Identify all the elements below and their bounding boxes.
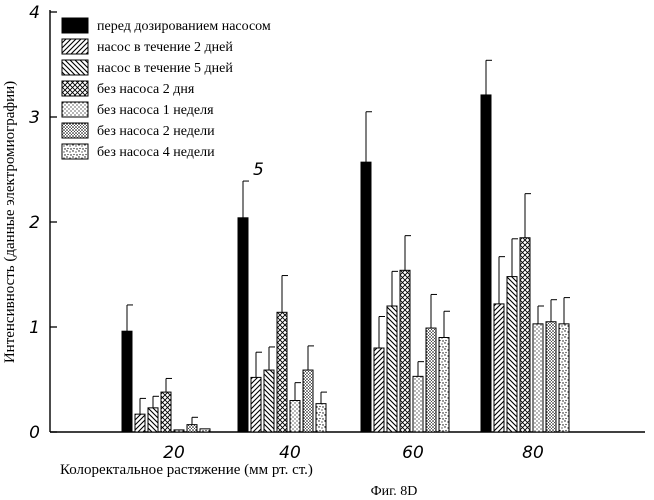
bar [558, 323, 570, 433]
bar [412, 375, 424, 433]
bar [315, 403, 327, 433]
bar [237, 217, 249, 433]
legend-label: без насоса 4 недели [97, 145, 215, 160]
x-axis-title: Колоректальное растяжение (мм рт. ст.) [60, 462, 313, 478]
legend-swatch [61, 38, 89, 55]
bar [186, 424, 198, 433]
bar [386, 305, 398, 433]
bar [425, 327, 437, 433]
bar [199, 428, 211, 433]
bar [147, 407, 159, 433]
annotation-label: 5 [253, 160, 264, 180]
bar [302, 369, 314, 433]
y-tick-label: 0 [29, 423, 40, 443]
bar [134, 413, 146, 433]
bar-series [121, 59, 570, 433]
bar [276, 311, 288, 433]
bar [373, 347, 385, 433]
y-tick-label: 3 [29, 108, 40, 128]
x-ticks: 20 40 60 80 [163, 443, 544, 463]
y-tick-label: 2 [29, 213, 40, 233]
bar [532, 323, 544, 433]
bar [121, 330, 133, 433]
bar [493, 303, 505, 433]
legend-label: без насоса 2 дня [97, 82, 195, 97]
legend-label: перед дозированием насосом [97, 19, 271, 34]
legend-swatch [61, 122, 89, 139]
bar [160, 391, 172, 433]
bar [173, 429, 185, 433]
y-axis-title: Интенсивность (данные электромиографии) [2, 81, 18, 363]
figure-caption: Фиг. 8D [371, 484, 418, 499]
x-tick-label: 80 [522, 443, 544, 463]
bar [250, 376, 262, 433]
legend-swatch [61, 17, 89, 34]
legend-label: насос в течение 5 дней [97, 61, 233, 76]
y-tick-label: 4 [29, 3, 40, 23]
x-tick-label: 40 [279, 443, 301, 463]
bar [480, 94, 492, 433]
bar [438, 337, 450, 433]
legend-swatch [61, 59, 89, 76]
legend-label: без насоса 2 недели [97, 124, 215, 139]
y-ticks: 0 1 2 3 4 [29, 3, 57, 443]
bar [519, 237, 531, 433]
legend-swatch [61, 80, 89, 97]
legend-label: насос в течение 2 дней [97, 40, 233, 55]
y-tick-label: 1 [29, 318, 40, 338]
x-tick-label: 20 [163, 443, 185, 463]
legend: перед дозированием насосом насос в течени… [61, 17, 271, 160]
bar [399, 269, 411, 433]
x-tick-label: 60 [402, 443, 424, 463]
legend-swatch [61, 101, 89, 118]
bar [360, 161, 372, 433]
bar [506, 276, 518, 433]
bar [289, 400, 301, 433]
legend-swatch [61, 143, 89, 160]
bar [545, 321, 557, 433]
legend-label: без насоса 1 неделя [97, 103, 214, 118]
bar [263, 369, 275, 433]
